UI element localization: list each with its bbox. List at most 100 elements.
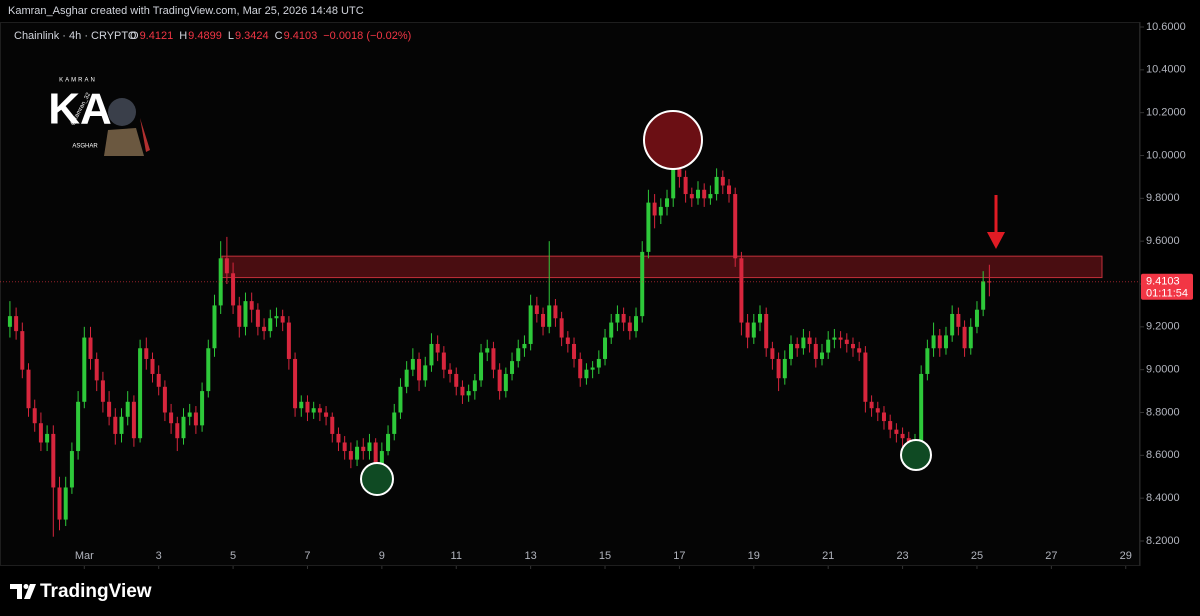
price-tag-value: 9.4103: [1146, 276, 1180, 288]
candle-body: [522, 343, 527, 349]
candle-body: [528, 305, 533, 344]
y-tick-label: 9.6000: [1146, 235, 1180, 247]
x-tick-label: 23: [896, 550, 908, 562]
x-tick-label: 9: [379, 550, 385, 562]
footer-logo: TradingView: [10, 581, 152, 602]
candle-body: [751, 322, 756, 338]
legend-value: 9.4899: [188, 30, 222, 42]
footer-brand: TradingView: [40, 581, 152, 602]
candle-body: [156, 373, 161, 387]
x-tick-label: 5: [230, 550, 236, 562]
candle-body: [652, 202, 657, 216]
candle-body: [138, 348, 143, 439]
x-tick-label: 17: [673, 550, 685, 562]
x-tick-label: 19: [748, 550, 760, 562]
candle-body: [429, 343, 434, 366]
x-tick-label: 7: [304, 550, 310, 562]
candle-body: [702, 189, 707, 199]
candle-body: [26, 369, 31, 409]
logo-mark: [24, 584, 36, 599]
candle-body: [193, 412, 198, 426]
legend-letter: C: [275, 30, 283, 42]
candle-body: [224, 258, 229, 274]
candle-body: [745, 322, 750, 338]
logo-bottom: ASGHAR: [72, 144, 98, 150]
candle-body: [181, 416, 186, 439]
logo-letters: KA: [48, 85, 112, 134]
candle-body: [125, 401, 130, 417]
candle-body: [776, 358, 781, 379]
bottom-circle: [360, 462, 394, 496]
candle-body: [373, 442, 378, 467]
logo-mark: [23, 584, 29, 589]
x-tick-label: 3: [156, 550, 162, 562]
candle-body: [937, 335, 942, 349]
candle-body: [441, 352, 446, 370]
candle-body: [621, 313, 626, 323]
candle-body: [144, 348, 149, 359]
legend-letter: H: [179, 30, 187, 42]
candle-body: [875, 408, 880, 413]
price-tag: [1141, 273, 1193, 300]
candle-body: [801, 337, 806, 349]
candle-body: [336, 433, 341, 443]
candle-body: [646, 202, 651, 252]
x-tick-label: Mar: [75, 550, 94, 562]
candle-body: [286, 322, 291, 359]
candle-body: [832, 337, 837, 340]
candle-body: [342, 442, 347, 452]
candle-body: [634, 316, 639, 332]
candle-body: [379, 451, 384, 467]
y-tick-label: 9.8000: [1146, 192, 1180, 204]
candle-body: [888, 421, 893, 430]
candle-body: [51, 433, 56, 488]
candle-body: [596, 358, 601, 368]
symbol: Chainlink · 4h · CRYPTO: [14, 30, 137, 42]
candle-body: [894, 429, 899, 434]
candle-body: [20, 331, 25, 370]
candle-body: [720, 176, 725, 186]
x-tick-label: 29: [1120, 550, 1132, 562]
candle-body: [150, 358, 155, 374]
candle-body: [869, 401, 874, 409]
legend: Chainlink · 4h · CRYPTO O 9.4121 H 9.4899 L 9…: [14, 30, 411, 42]
candle-body: [677, 164, 682, 177]
candle-body: [113, 416, 118, 434]
candle-body: [683, 176, 688, 195]
logo-top: KAMRAN: [59, 78, 97, 84]
candle-body: [162, 386, 167, 413]
legend-change: −0.0018 (−0.02%): [323, 30, 411, 42]
candle-body: [485, 348, 490, 353]
candle-body: [218, 258, 223, 306]
candle-body: [460, 386, 465, 396]
candle-body: [435, 343, 440, 353]
candle-body: [503, 373, 508, 392]
candle-body: [950, 313, 955, 336]
top-circle: [643, 110, 703, 170]
candle-body: [76, 401, 81, 452]
resistance-zone: [221, 255, 1103, 279]
candle-body: [293, 358, 298, 409]
candle-body: [169, 412, 174, 424]
candle-body: [987, 281, 992, 283]
candle-body: [355, 446, 360, 460]
candle-body: [231, 273, 236, 306]
candle-body: [919, 373, 924, 443]
candle-body: [305, 401, 310, 413]
candle-body: [819, 352, 824, 359]
candle-body: [175, 423, 180, 439]
candle-body: [640, 251, 645, 317]
y-tick-label: 8.2000: [1146, 535, 1180, 547]
y-tick-label: 8.8000: [1146, 406, 1180, 418]
candle-body: [472, 380, 477, 392]
candle-body: [857, 348, 862, 353]
x-tick-label: 25: [971, 550, 983, 562]
candle-body: [943, 335, 948, 349]
candle-body: [386, 433, 391, 452]
candle-body: [770, 348, 775, 359]
candle-body: [32, 408, 37, 424]
candle-body: [69, 451, 74, 488]
candle-body: [249, 301, 254, 310]
candle-body: [274, 316, 279, 319]
candle-body: [559, 318, 564, 338]
